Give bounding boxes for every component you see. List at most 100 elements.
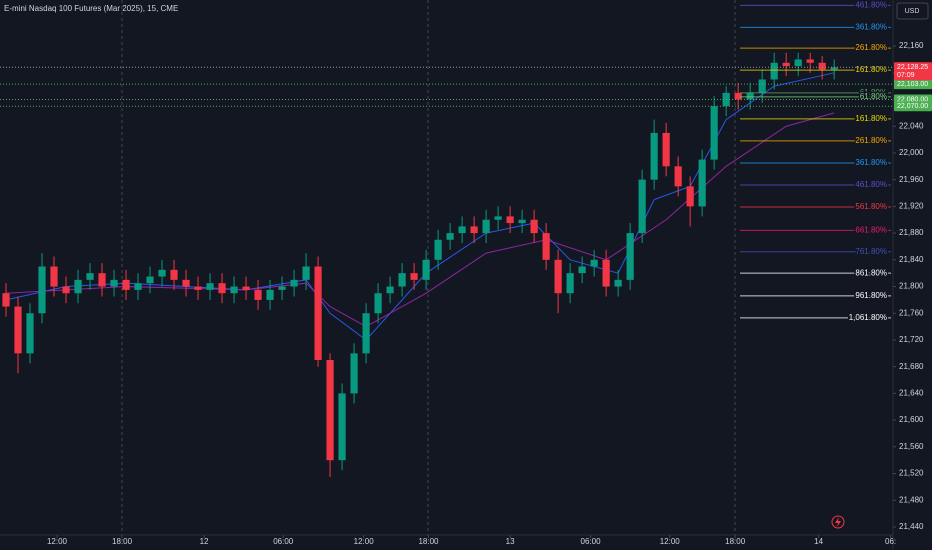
lightning-icon[interactable] <box>831 515 845 529</box>
candle-body <box>38 266 46 314</box>
fib-label: 61.80% <box>860 88 887 97</box>
candle-body <box>734 92 742 100</box>
candle-body <box>662 132 670 167</box>
candle-body <box>2 293 10 307</box>
x-tick-label: 18:00 <box>725 537 746 546</box>
price-badge-label: 22,128.25 <box>897 64 928 71</box>
x-tick-label: 12:00 <box>660 537 681 546</box>
candle-body <box>422 259 430 280</box>
price-badge-label: 22,070.00 <box>897 103 928 110</box>
fib-label: 961.80% <box>855 291 887 300</box>
candle-body <box>554 259 562 294</box>
candle-body <box>494 216 502 220</box>
candle-body <box>182 279 190 287</box>
candle-body <box>14 306 22 354</box>
candle-body <box>638 179 646 234</box>
candle-body <box>602 259 610 287</box>
x-tick-label: 12:00 <box>47 537 68 546</box>
y-tick-label: 21,760 <box>899 308 924 317</box>
candle-body <box>74 279 82 294</box>
candle-body <box>362 313 370 354</box>
candle-body <box>326 360 334 461</box>
candle-body <box>50 266 58 287</box>
candle-body <box>746 92 754 100</box>
currency-box[interactable] <box>896 2 929 20</box>
candle-body <box>542 233 550 260</box>
fib-label: 361.80% <box>855 158 887 167</box>
currency[interactable]: USD <box>905 8 920 15</box>
x-tick-label: 13 <box>506 537 515 546</box>
candle-body <box>698 159 706 207</box>
candle-body <box>314 266 322 361</box>
chart-title: E-mini Nasdaq 100 Futures (Mar 2025), 15… <box>4 4 178 13</box>
session-breaks <box>121 0 736 535</box>
y-tick-label: 21,640 <box>899 389 924 398</box>
candle-body <box>782 62 790 67</box>
x-tick-label: 06:00 <box>273 537 294 546</box>
y-tick-label: 21,880 <box>899 228 924 237</box>
candle-body <box>674 166 682 187</box>
candle-body <box>710 106 718 160</box>
candle-body <box>134 283 142 290</box>
plot: 461.80% 361.80% 261.80% 161.80% 61.80%61.80%… <box>0 0 893 477</box>
price-badge <box>894 101 932 112</box>
candle-body <box>482 219 490 234</box>
y-tick-label: 21,520 <box>899 469 924 478</box>
candle-body <box>566 273 574 294</box>
price-badge <box>894 62 932 81</box>
candle-body <box>170 269 178 280</box>
price-badge <box>894 79 932 90</box>
candle-body <box>626 233 634 280</box>
moving-average <box>5 112 835 328</box>
y-tick-label: 21,600 <box>899 415 924 424</box>
fib-label: 161.80% <box>855 114 887 123</box>
candle-body <box>794 59 802 67</box>
candle-body <box>254 289 262 300</box>
price-badge-label: 22,080.00 <box>897 96 928 103</box>
candle-body <box>818 62 826 70</box>
candle-body <box>650 132 658 180</box>
candle-body <box>410 273 418 280</box>
x-tick-label: 18:00 <box>112 537 133 546</box>
y-tick-label: 21,480 <box>899 495 924 504</box>
candle-body <box>302 266 310 280</box>
fib-label: 461.80% <box>855 0 887 9</box>
candle-body <box>26 313 34 354</box>
y-tick-label: 22,160 <box>899 41 924 50</box>
candle-body <box>806 59 814 63</box>
candle-body <box>470 226 478 234</box>
y-tick-label: 21,840 <box>899 255 924 264</box>
candle-body <box>530 219 538 234</box>
fib-label: 861.80% <box>855 268 887 277</box>
candle-body <box>578 266 586 274</box>
candle-body <box>686 186 694 207</box>
candle-body <box>506 216 514 224</box>
candle-body <box>446 233 454 240</box>
y-tick-label: 21,800 <box>899 282 924 291</box>
y-tick-label: 22,040 <box>899 121 924 130</box>
y-tick-label: 21,560 <box>899 442 924 451</box>
fib-label: 261.80% <box>855 43 887 52</box>
candle-body <box>374 293 382 314</box>
y-tick-label: 21,680 <box>899 362 924 371</box>
x-tick-label: 18:00 <box>418 537 439 546</box>
candle-body <box>86 273 94 280</box>
y-tick-label: 21,720 <box>899 335 924 344</box>
y-tick-label: 22,000 <box>899 148 924 157</box>
y-tick-label: 21,440 <box>899 522 924 531</box>
candle-body <box>218 283 226 294</box>
candle-body <box>614 279 622 287</box>
candle-body <box>230 286 238 294</box>
candle-body <box>770 62 778 80</box>
candle-body <box>266 289 274 300</box>
candle-body <box>398 273 406 287</box>
candle-body <box>338 393 346 461</box>
candle-body <box>350 353 358 394</box>
y-tick-label: 21,960 <box>899 175 924 184</box>
candle-body <box>290 279 298 287</box>
fib-label: 661.80% <box>855 226 887 235</box>
candle-body <box>830 67 838 70</box>
fib-label: 1,061.80% <box>849 313 887 322</box>
